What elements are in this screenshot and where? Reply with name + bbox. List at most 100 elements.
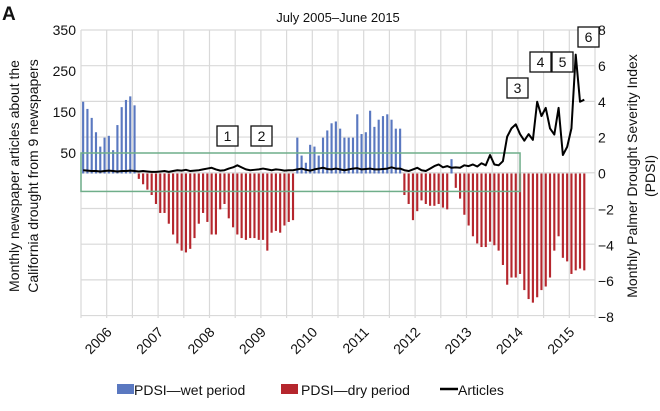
pdsi-wet-bar: [390, 119, 393, 174]
legend: PDSI—wet period PDSI—dry period Articles: [117, 382, 504, 398]
pdsi-wet-bar: [296, 137, 299, 174]
pdsi-wet-bar: [339, 128, 342, 174]
green-highlight-rect: [80, 152, 521, 193]
pdsi-dry-bar: [197, 173, 200, 224]
gridlines: [80, 29, 596, 318]
pdsi-wet-bar: [399, 128, 402, 174]
pdsi-wet-bar: [133, 105, 136, 174]
right-tick-label: 8: [598, 22, 606, 38]
pdsi-wet-bar: [330, 123, 333, 174]
pdsi-dry-bar: [544, 173, 547, 287]
x-tick-label: 2013: [441, 324, 474, 357]
legend-dry-label: PDSI—dry period: [301, 382, 410, 398]
pdsi-wet-bar: [356, 114, 359, 174]
pdsi-wet-bar: [309, 144, 312, 174]
left-axis-label-2: California drought from 9 newspapers: [25, 59, 41, 292]
annotation-label: 3: [514, 80, 522, 96]
pdsi-dry-bar: [416, 173, 419, 212]
pdsi-dry-bar: [407, 173, 410, 204]
annotation-label: 6: [585, 29, 593, 45]
annotation-frame: [216, 125, 239, 147]
pdsi-dry-bar: [154, 173, 158, 204]
pdsi-dry-bar: [497, 173, 500, 251]
legend-articles-label: Articles: [458, 382, 504, 398]
pdsi-dry-bar: [467, 173, 470, 226]
pdsi-dry-bar: [523, 173, 526, 291]
pdsi-wet-bar: [326, 130, 329, 174]
pdsi-wet-bar: [450, 159, 453, 174]
pdsi-dry-bar: [176, 173, 179, 244]
right-tick-label: −8: [598, 309, 614, 325]
right-axis-label: Monthly Palmer Drought Severity Index: [624, 54, 640, 298]
right-axis-label-line2: (PDSI): [642, 155, 658, 197]
pdsi-dry-bar: [527, 173, 530, 300]
pdsi-dry-bar: [437, 173, 440, 204]
x-tick-label: 2012: [390, 324, 423, 357]
pdsi-wet-bar: [313, 146, 316, 174]
pdsi-dry-bar: [484, 173, 487, 248]
right-axis-ticks: 8 6 4 2 0 −2 −4 −6 −8: [598, 22, 614, 325]
pdsi-dry-bar: [424, 173, 427, 204]
pdsi-dry-bar: [536, 173, 539, 298]
pdsi-wet-bar: [351, 137, 355, 174]
pdsi-dry-bar: [167, 173, 170, 224]
pdsi-dry-bar: [253, 173, 256, 239]
pdsi-dry-bar: [270, 173, 273, 233]
pdsi-wet-bar: [381, 116, 385, 174]
pdsi-wet-bar: [386, 114, 389, 174]
left-tick-label: 350: [53, 22, 77, 38]
pdsi-wet-bar: [129, 96, 132, 174]
pdsi-dry-bar: [493, 173, 496, 246]
articles-line-group: [83, 53, 585, 173]
panel-label: A: [2, 4, 16, 25]
pdsi-dry-bar: [510, 173, 513, 278]
right-axis-label-2: (PDSI): [642, 155, 658, 197]
pdsi-dry-bar: [574, 173, 577, 271]
pdsi-dry-bar: [506, 173, 509, 285]
pdsi-dry-bar: [531, 173, 534, 303]
annotation-box-2: 2: [250, 125, 273, 147]
legend-dry-swatch: [281, 384, 298, 394]
x-axis-ticks: 2006 2007 2008 2009 2010 2011 2012 2013 2014 2015: [81, 324, 577, 357]
chart-title: July 2005–June 2015: [276, 10, 400, 25]
pdsi-dry-bar: [283, 173, 286, 226]
annotation-box-6: 6: [577, 26, 600, 48]
pdsi-bars: [82, 96, 586, 303]
pdsi-dry-bar: [193, 173, 196, 239]
pdsi-wet-bar: [369, 110, 372, 174]
pdsi-dry-bar: [471, 173, 474, 237]
pdsi-dry-bar: [249, 173, 252, 239]
pdsi-wet-bar: [394, 128, 397, 174]
pdsi-dry-bar: [454, 173, 457, 188]
pdsi-dry-bar: [274, 173, 277, 231]
pdsi-dry-bar: [184, 173, 188, 253]
legend-wet-swatch: [117, 384, 134, 394]
pdsi-dry-bar: [480, 173, 483, 248]
x-tick-label: 2008: [184, 324, 217, 357]
pdsi-dry-bar: [429, 173, 432, 206]
pdsi-wet-bar: [103, 137, 106, 174]
left-axis-ticks: 50 150 250 350: [53, 22, 77, 161]
pdsi-dry-bar: [463, 173, 466, 215]
pdsi-dry-bar: [570, 173, 573, 274]
left-tick-label: 50: [60, 145, 76, 161]
pdsi-dry-bar: [231, 173, 235, 228]
annotation-label: 2: [258, 128, 266, 144]
pdsi-dry-bar: [279, 173, 282, 233]
pdsi-dry-bar: [411, 173, 415, 221]
pdsi-dry-bar: [459, 173, 462, 199]
annotation-label: 1: [224, 128, 232, 144]
pdsi-dry-bar: [476, 173, 479, 244]
left-axis-label-line2: California drought from 9 newspapers: [25, 59, 41, 292]
pdsi-wet-bar: [120, 107, 123, 174]
annotation-frame: [551, 51, 574, 73]
annotation-frame: [577, 26, 600, 48]
pdsi-dry-bar: [553, 173, 556, 251]
pdsi-dry-bar: [227, 173, 230, 219]
right-tick-label: −2: [598, 201, 614, 217]
pdsi-wet-bar: [377, 119, 380, 174]
pdsi-dry-bar: [578, 173, 582, 269]
annotation-label: 4: [537, 54, 545, 70]
pdsi-dry-bar: [420, 173, 423, 201]
pdsi-wet-bar: [116, 125, 119, 174]
